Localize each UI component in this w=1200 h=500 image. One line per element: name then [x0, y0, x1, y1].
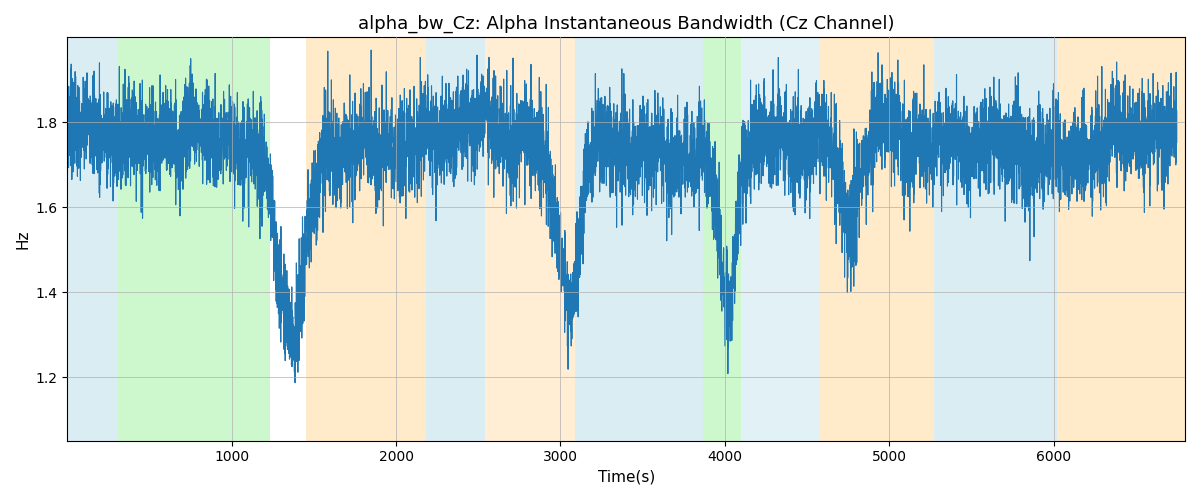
Bar: [575, 38, 703, 440]
X-axis label: Time(s): Time(s): [598, 470, 655, 485]
Bar: [119, 38, 270, 440]
Y-axis label: Hz: Hz: [16, 230, 30, 249]
Bar: [1057, 38, 1186, 440]
Bar: [820, 38, 934, 440]
Bar: [934, 38, 1057, 440]
Bar: [67, 38, 119, 440]
Bar: [306, 38, 426, 440]
Bar: [485, 38, 575, 440]
Bar: [703, 38, 742, 440]
Bar: [426, 38, 485, 440]
Bar: [742, 38, 820, 440]
Title: alpha_bw_Cz: Alpha Instantaneous Bandwidth (Cz Channel): alpha_bw_Cz: Alpha Instantaneous Bandwid…: [358, 15, 894, 34]
